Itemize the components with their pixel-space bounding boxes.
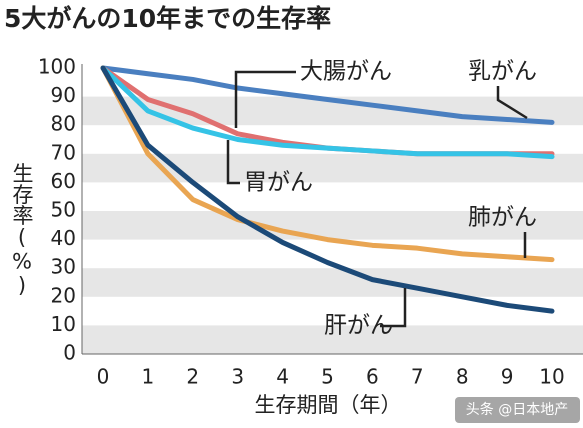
grid-band [82, 268, 583, 297]
y-tick-label: 20 [51, 283, 76, 307]
grid-band [82, 211, 583, 240]
y-tick-label: 10 [51, 312, 76, 336]
series-line [100, 65, 555, 125]
y-tick-label: 100 [38, 55, 76, 79]
x-tick-label: 10 [539, 365, 564, 389]
x-tick-label: 0 [97, 365, 110, 389]
x-tick-label: 7 [411, 365, 424, 389]
series-line [100, 65, 555, 263]
grid-band [82, 153, 583, 183]
y-tick-label: 30 [51, 255, 76, 279]
y-tick-label: 70 [51, 140, 76, 164]
leader-line [380, 288, 407, 328]
series-label: 胃がん [244, 170, 313, 196]
grid-band [82, 325, 583, 354]
y-axis-label: 生存率(%) [10, 163, 34, 298]
x-tick-label: 4 [276, 365, 289, 389]
y-tick-label: 50 [51, 198, 76, 222]
x-tick-label: 9 [501, 365, 514, 389]
chart-title: 5大がんの10年までの生存率 [4, 4, 331, 33]
x-tick-label: 1 [142, 365, 155, 389]
series-label: 肝がん [324, 313, 393, 339]
y-tick-label: 40 [51, 226, 76, 250]
series-line [100, 65, 555, 160]
x-tick-label: 8 [456, 365, 469, 389]
y-tick-label: 90 [51, 83, 76, 107]
x-tick-label: 2 [186, 365, 199, 389]
series-label: 乳がん [468, 59, 537, 85]
watermark: 头条 @日本地产 [466, 401, 568, 418]
y-tick-label: 80 [51, 112, 76, 136]
leader-line [226, 140, 240, 185]
series-line [100, 65, 555, 314]
leader-line [234, 70, 296, 128]
x-tick-label: 5 [321, 365, 334, 389]
y-tick-label: 60 [51, 169, 76, 193]
watermark-bg [455, 397, 580, 423]
series-label: 大腸がん [300, 59, 392, 85]
series-label: 肺がん [468, 205, 537, 231]
y-tick-label: 0 [63, 341, 76, 365]
x-axis-label: 生存期間（年） [255, 393, 402, 417]
x-tick-label: 3 [231, 365, 244, 389]
x-tick-label: 6 [366, 365, 379, 389]
leader-line [496, 86, 528, 120]
